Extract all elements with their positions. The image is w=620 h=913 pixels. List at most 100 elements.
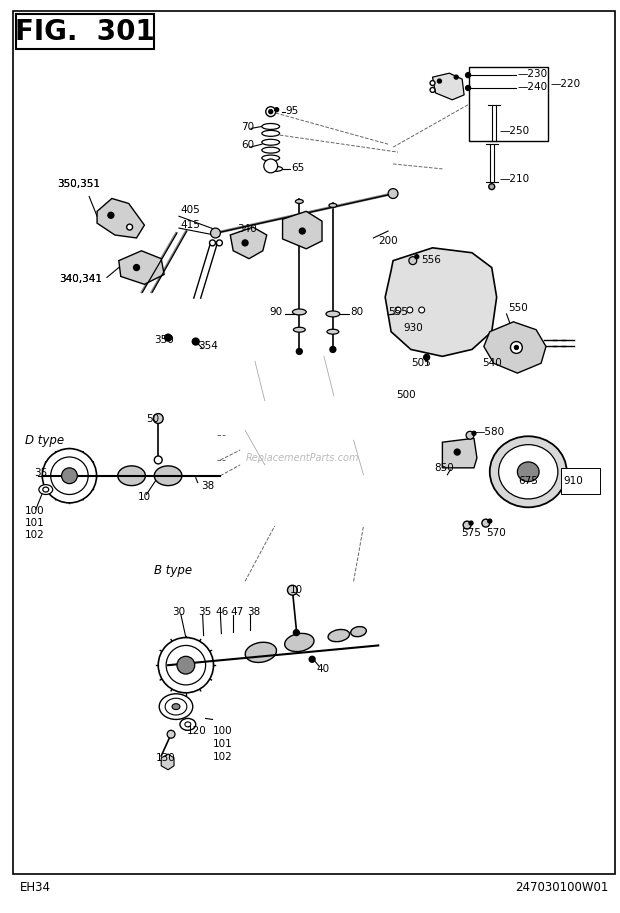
Bar xyxy=(151,582,383,773)
Ellipse shape xyxy=(351,626,366,636)
Text: 30: 30 xyxy=(172,607,185,617)
Text: 850: 850 xyxy=(435,463,454,473)
Polygon shape xyxy=(119,251,164,284)
Ellipse shape xyxy=(172,704,180,709)
Polygon shape xyxy=(216,204,375,321)
Polygon shape xyxy=(97,198,144,238)
Text: 247030100W01: 247030100W01 xyxy=(515,881,608,894)
Ellipse shape xyxy=(185,722,191,727)
Ellipse shape xyxy=(490,436,567,508)
Circle shape xyxy=(330,347,336,352)
Circle shape xyxy=(515,345,518,350)
Text: 405: 405 xyxy=(181,205,201,215)
Circle shape xyxy=(423,354,430,361)
Text: 930: 930 xyxy=(403,322,423,332)
Ellipse shape xyxy=(326,311,340,317)
Bar xyxy=(396,363,495,403)
Text: 38: 38 xyxy=(201,480,214,490)
Bar xyxy=(16,14,154,49)
Text: ReplacementParts.com: ReplacementParts.com xyxy=(246,453,359,463)
Ellipse shape xyxy=(165,698,187,715)
Text: —240: —240 xyxy=(517,82,547,92)
Text: 500: 500 xyxy=(396,390,415,400)
Circle shape xyxy=(407,307,413,313)
Ellipse shape xyxy=(43,488,49,492)
Ellipse shape xyxy=(498,445,558,498)
Text: 350,351: 350,351 xyxy=(58,179,100,189)
Polygon shape xyxy=(385,247,497,356)
Circle shape xyxy=(299,228,305,234)
Text: 102: 102 xyxy=(213,752,232,762)
Circle shape xyxy=(409,257,417,265)
Text: B type: B type xyxy=(154,564,192,577)
Circle shape xyxy=(216,240,223,246)
Text: 675: 675 xyxy=(518,476,538,486)
Polygon shape xyxy=(218,340,388,524)
Text: 340,341: 340,341 xyxy=(60,275,102,284)
Ellipse shape xyxy=(51,457,88,495)
Polygon shape xyxy=(283,211,322,249)
Polygon shape xyxy=(561,467,600,495)
Circle shape xyxy=(430,80,435,86)
Text: 570: 570 xyxy=(486,528,505,538)
Circle shape xyxy=(165,334,172,341)
Polygon shape xyxy=(443,438,477,467)
Ellipse shape xyxy=(61,467,78,484)
Text: 120: 120 xyxy=(187,726,206,736)
Polygon shape xyxy=(161,754,174,770)
Text: 95: 95 xyxy=(286,106,299,116)
Ellipse shape xyxy=(285,634,314,652)
Text: 50: 50 xyxy=(146,414,159,424)
Text: 415: 415 xyxy=(181,220,201,230)
Ellipse shape xyxy=(39,485,53,495)
Ellipse shape xyxy=(268,166,283,172)
Circle shape xyxy=(395,307,401,313)
Polygon shape xyxy=(433,73,464,100)
Circle shape xyxy=(430,88,435,92)
Ellipse shape xyxy=(159,694,193,719)
Text: 350,351: 350,351 xyxy=(58,179,100,189)
Circle shape xyxy=(466,73,471,78)
Ellipse shape xyxy=(293,309,306,315)
Circle shape xyxy=(488,519,492,523)
Text: 540: 540 xyxy=(482,358,502,368)
Circle shape xyxy=(275,108,278,111)
Ellipse shape xyxy=(180,719,196,730)
Ellipse shape xyxy=(262,140,280,145)
Circle shape xyxy=(469,521,473,525)
Circle shape xyxy=(266,107,276,117)
Text: 100: 100 xyxy=(213,726,232,736)
Text: 35: 35 xyxy=(198,607,211,617)
Ellipse shape xyxy=(166,645,206,685)
Ellipse shape xyxy=(262,123,280,130)
Ellipse shape xyxy=(517,462,539,482)
Text: —220: —220 xyxy=(551,79,581,89)
Ellipse shape xyxy=(262,131,280,136)
Ellipse shape xyxy=(158,637,213,693)
Text: 101: 101 xyxy=(25,518,45,528)
Circle shape xyxy=(438,79,441,83)
Circle shape xyxy=(454,75,458,79)
Ellipse shape xyxy=(42,448,97,503)
Text: 350: 350 xyxy=(154,334,174,344)
Circle shape xyxy=(153,414,163,424)
Text: —580: —580 xyxy=(475,427,505,437)
Circle shape xyxy=(293,630,299,635)
Circle shape xyxy=(288,585,298,595)
Text: 505: 505 xyxy=(411,358,430,368)
Text: 340: 340 xyxy=(237,224,257,234)
Text: 35: 35 xyxy=(34,467,47,477)
Text: 70: 70 xyxy=(241,122,254,132)
Ellipse shape xyxy=(177,656,195,674)
Circle shape xyxy=(108,213,114,218)
Ellipse shape xyxy=(118,466,146,486)
Circle shape xyxy=(466,86,471,90)
Text: 910: 910 xyxy=(564,476,583,486)
Text: EH34: EH34 xyxy=(20,881,51,894)
Text: FIG.  301: FIG. 301 xyxy=(16,17,155,46)
Circle shape xyxy=(309,656,315,662)
Text: 102: 102 xyxy=(25,530,45,540)
Circle shape xyxy=(489,184,495,190)
Text: 40: 40 xyxy=(316,664,329,674)
Text: 340,341: 340,341 xyxy=(60,275,102,284)
